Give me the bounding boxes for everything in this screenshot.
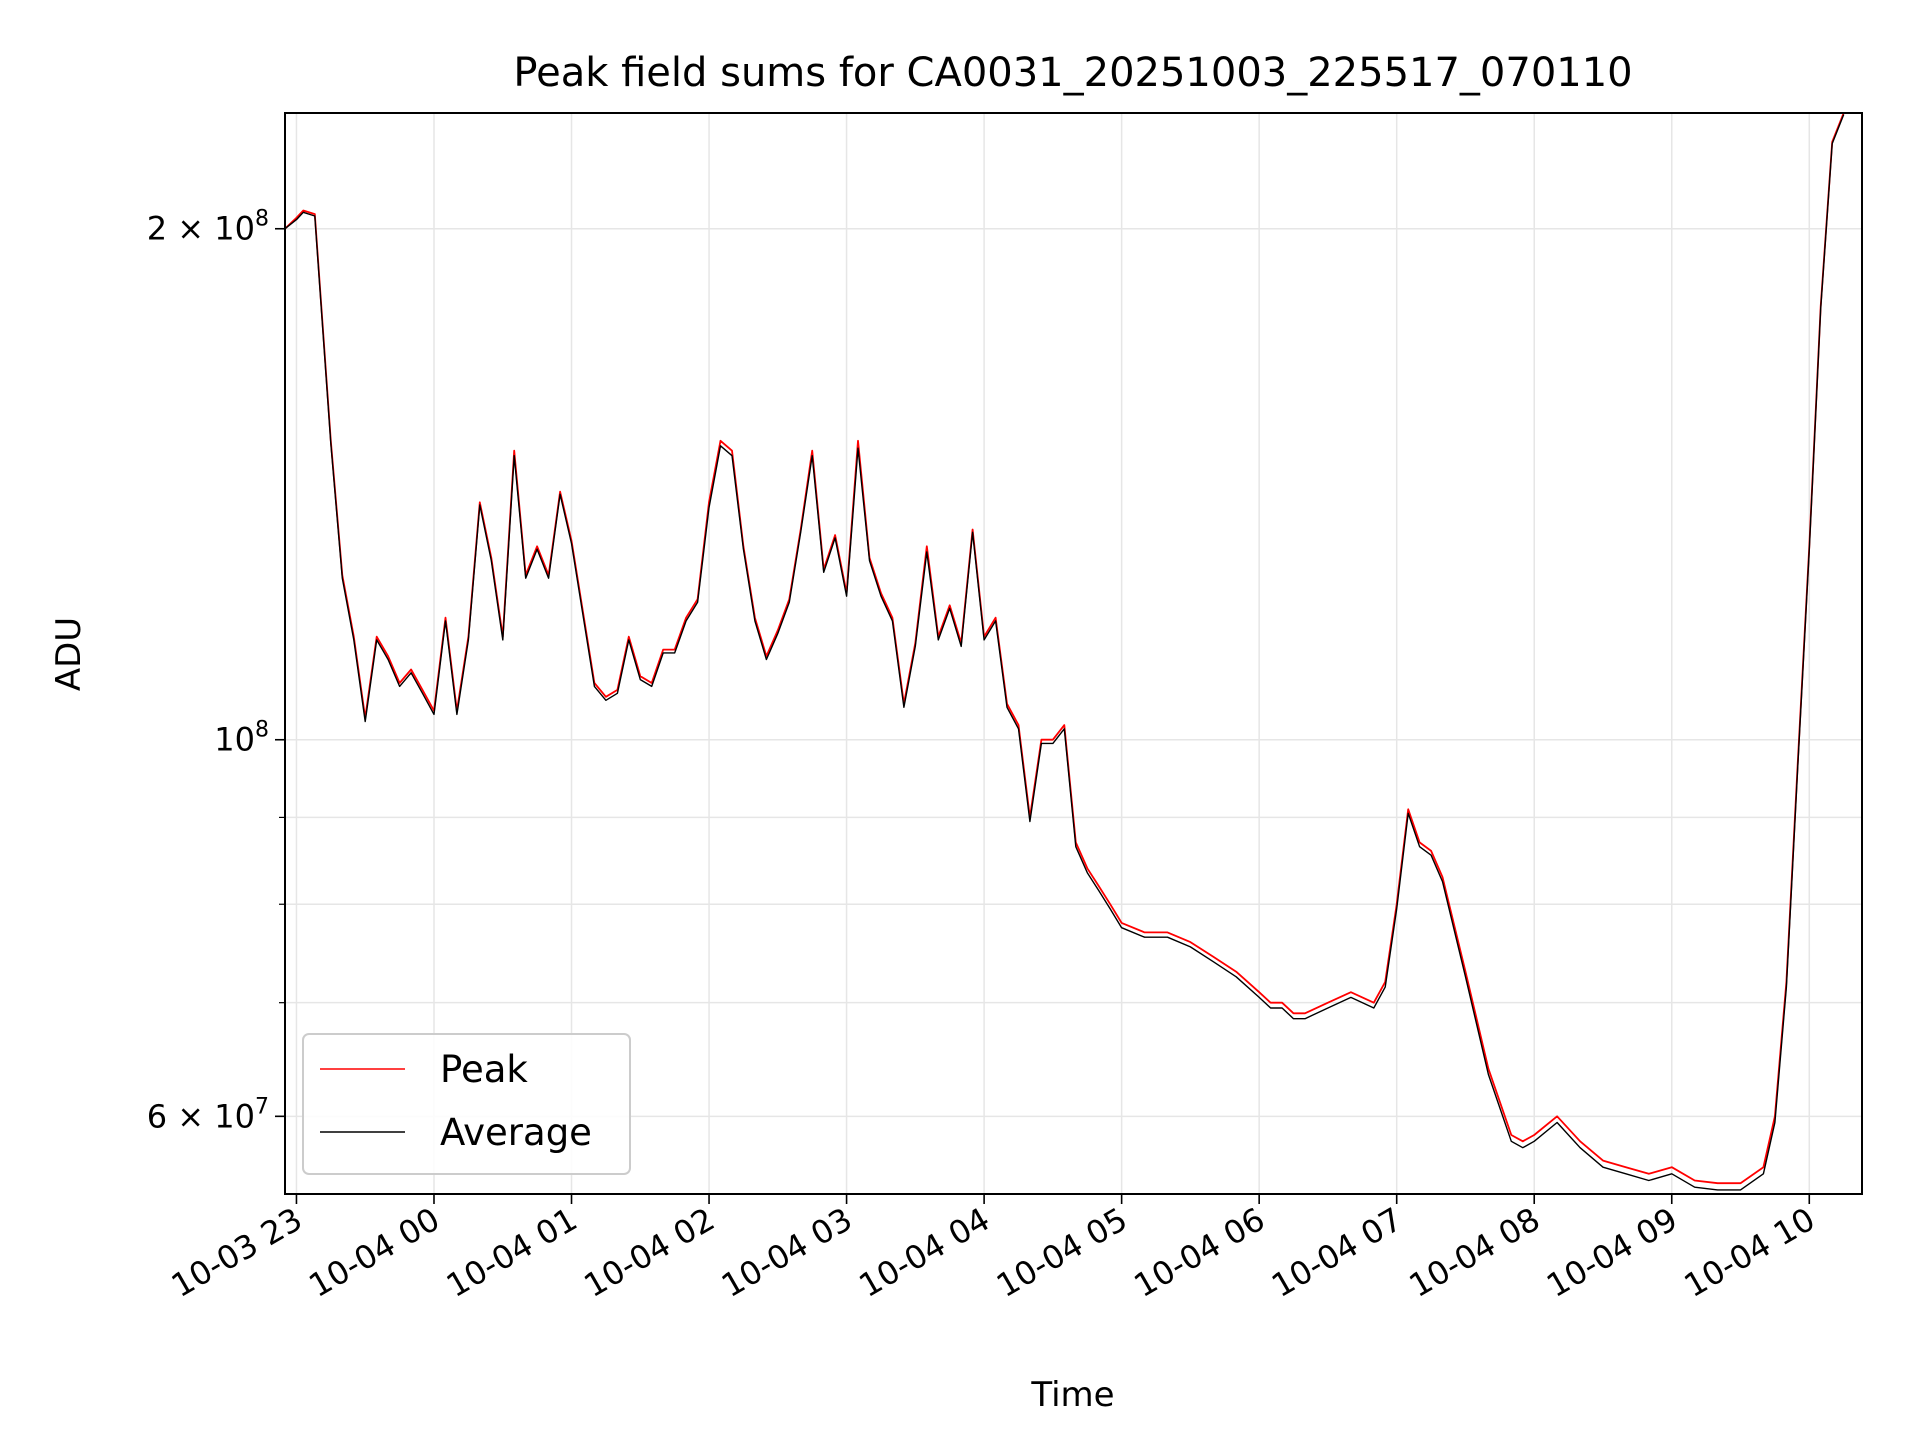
series-layer <box>284 112 1845 1191</box>
legend-label-average: Average <box>440 1111 592 1154</box>
grid <box>285 113 1862 1194</box>
plot-frame <box>284 112 1863 1195</box>
y-axis: 2 × 108 108 6 × 107 <box>147 207 285 1135</box>
legend-label-peak: Peak <box>440 1048 528 1091</box>
y-tick-label: 6 × 107 <box>147 1094 269 1135</box>
y-tick-label: 108 <box>214 718 269 759</box>
y-tick-label: 2 × 108 <box>147 207 269 248</box>
x-axis-label: Time <box>1030 1375 1114 1415</box>
legend: Peak Average <box>302 1033 631 1175</box>
chart-title: Peak field sums for CA0031_20251003_2255… <box>513 50 1632 96</box>
y-axis-label: ADU <box>49 617 89 691</box>
series-line-average <box>284 114 1845 1191</box>
